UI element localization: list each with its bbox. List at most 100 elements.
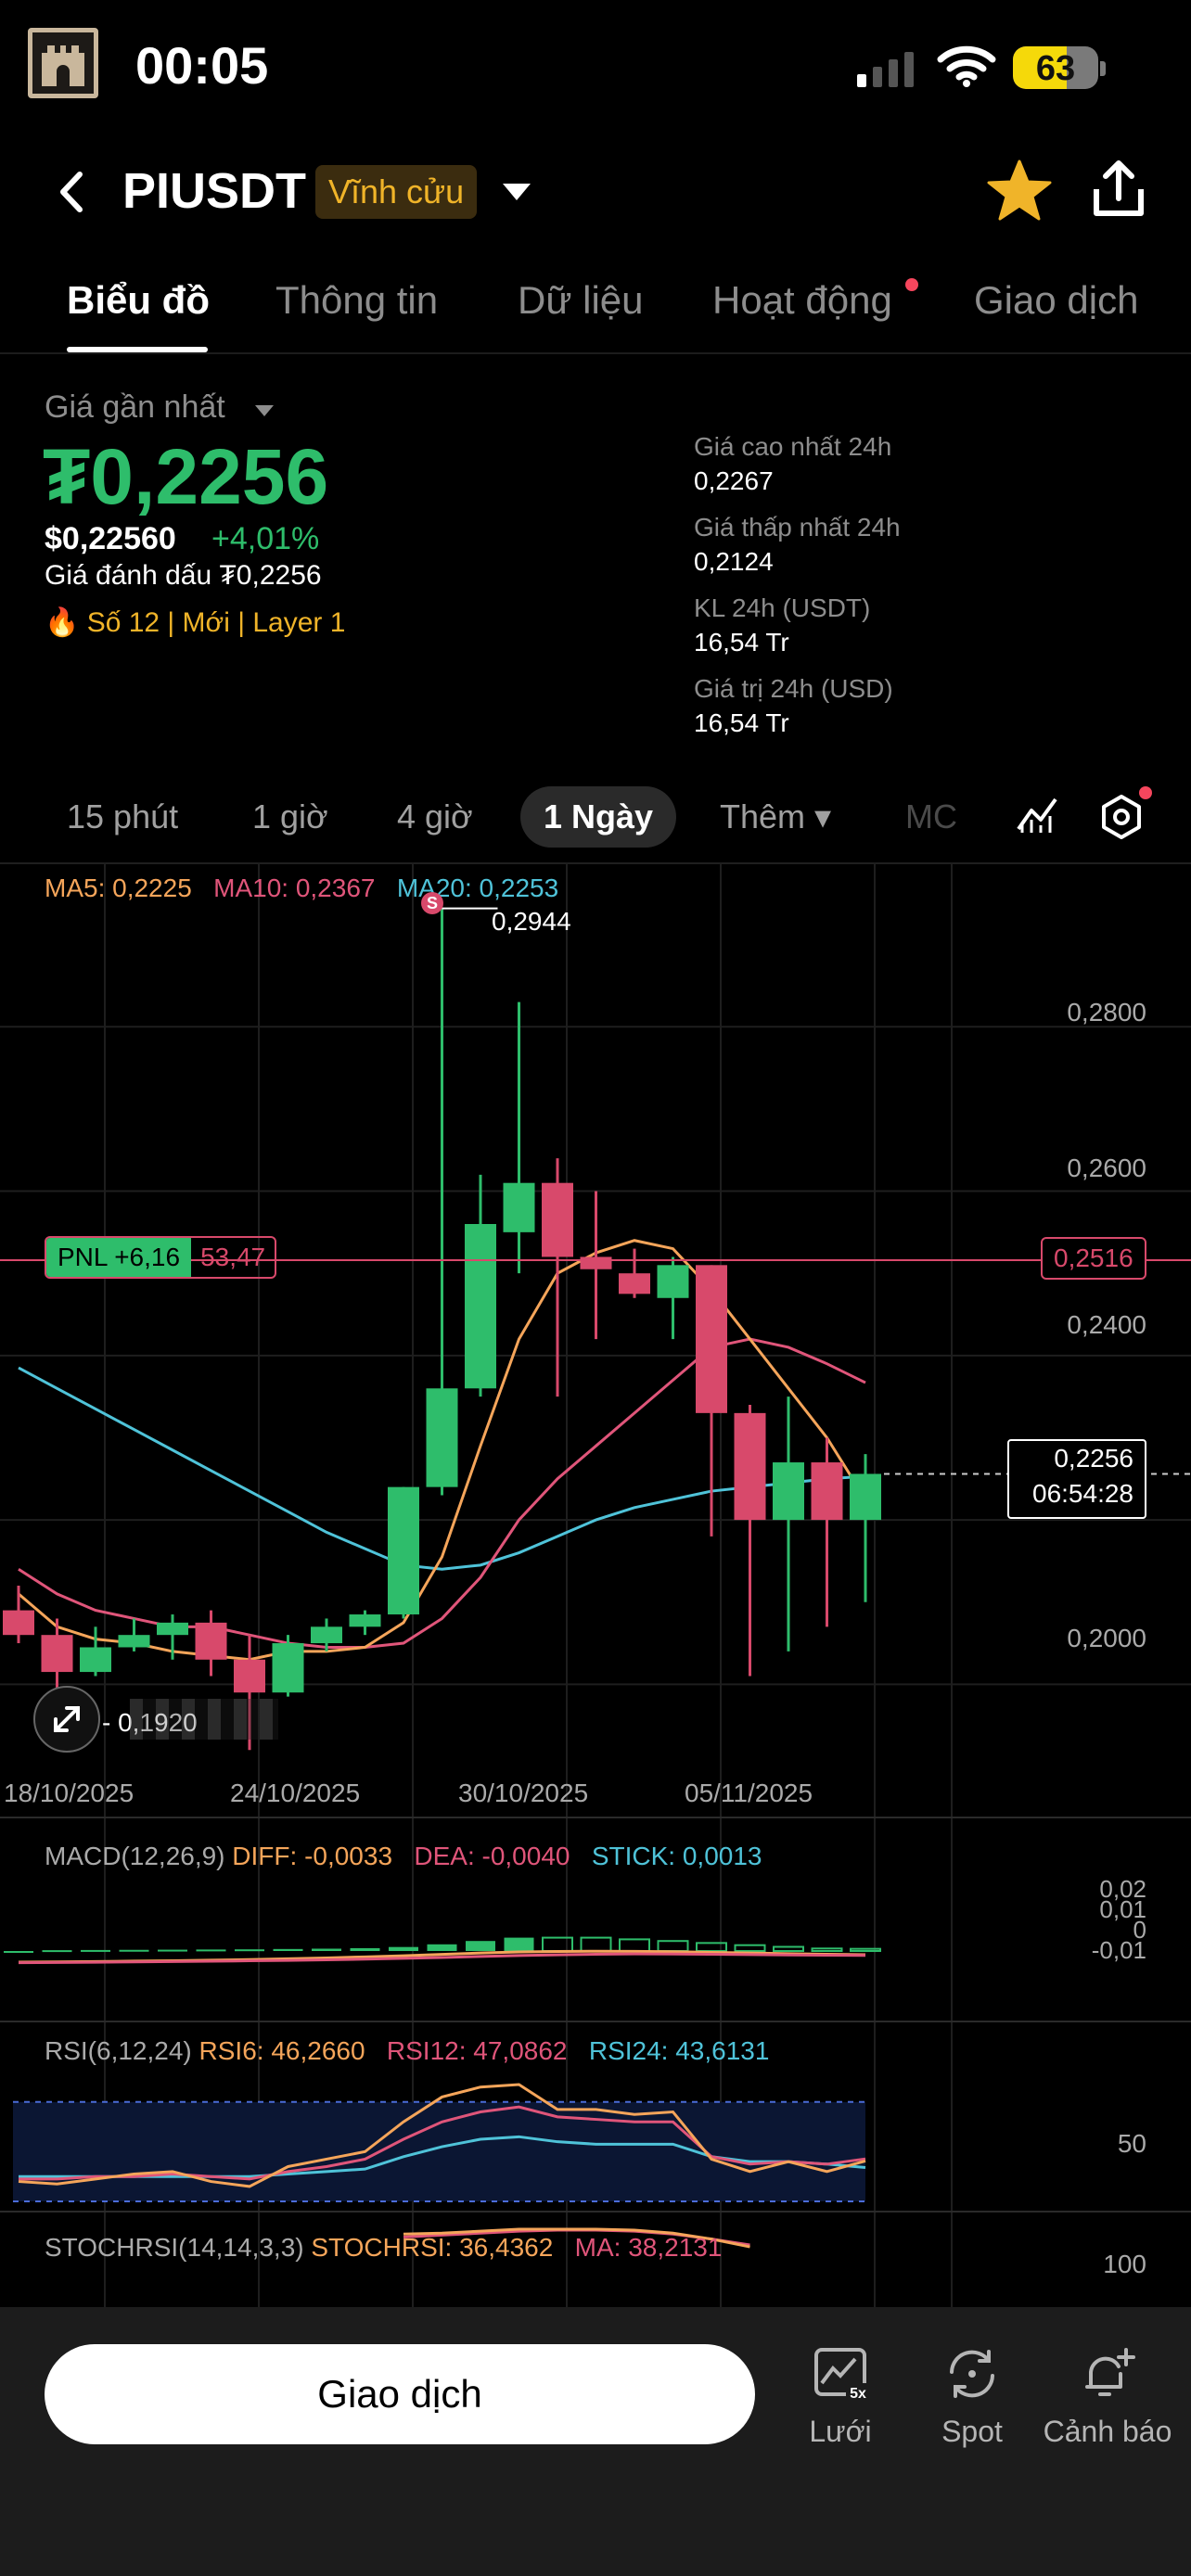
trade-button[interactable]: Giao dịch (45, 2344, 755, 2444)
tab-activity[interactable]: Hoạt động (712, 278, 892, 322)
contract-badge: Vĩnh cửu (315, 165, 478, 219)
stochrsi-value: STOCHRSI: 36,4362 (311, 2233, 554, 2262)
tab-chart[interactable]: Biểu đồ (67, 278, 210, 322)
candle-body (773, 1462, 804, 1521)
interval-more[interactable]: Thêm ▾ (720, 797, 832, 835)
current-price: 0,2256 (1054, 1444, 1133, 1473)
macd-bar (580, 1936, 612, 1953)
interval-1d[interactable]: 1 Ngày (544, 797, 654, 835)
divider (0, 352, 1191, 354)
grid-bot-icon: 5x (814, 2348, 870, 2402)
macd-bar (619, 1938, 650, 1952)
battery-level: 63 (1035, 49, 1076, 88)
macd-dea: DEA: -0,0040 (414, 1842, 570, 1870)
macd-bar (427, 1944, 457, 1951)
share-icon[interactable] (1091, 158, 1146, 223)
macd-bar (196, 1949, 226, 1952)
date-label: 30/10/2025 (458, 1779, 589, 1807)
candle-body (234, 1659, 265, 1693)
candle-body (157, 1622, 188, 1636)
tab-info[interactable]: Thông tin (275, 278, 439, 322)
tab-data[interactable]: Dữ liệu (518, 278, 644, 322)
macd-bar (350, 1947, 380, 1951)
tab-trade[interactable]: Giao dịch (974, 278, 1139, 322)
bell-plus-icon (1085, 2348, 1135, 2396)
candle-body (41, 1635, 73, 1673)
macd-axis: 0,02 0,01 0 -0,01 (1091, 1877, 1146, 1964)
stochrsi-title: STOCHRSI(14,14,3,3) (45, 2233, 304, 2262)
macd-bar (811, 1947, 843, 1953)
back-button[interactable] (54, 169, 91, 220)
ma10-legend: MA10: 0,2367 (213, 874, 376, 902)
battery-nub (1100, 61, 1106, 76)
candle-countdown: 06:54:28 (1032, 1479, 1133, 1508)
date-label: 05/11/2025 (685, 1779, 813, 1807)
macd-bar (773, 1945, 804, 1952)
alert-button[interactable]: Cảnh báo (1043, 2346, 1172, 2449)
candle-body (811, 1462, 843, 1521)
macd-bar (504, 1937, 534, 1951)
candle-body (850, 1473, 881, 1521)
app-logo (28, 28, 98, 98)
candle-body (349, 1614, 381, 1627)
expand-chart-button[interactable] (33, 1686, 100, 1753)
rsi6-value: RSI6: 46,2660 (198, 2036, 365, 2065)
grid-badge: 5x (850, 2386, 866, 2402)
pnl-tag[interactable]: PNL +6,16 53,47 (45, 1236, 277, 1279)
low-24h-value: 0,2124 (694, 547, 774, 576)
pair-dropdown-icon[interactable] (501, 182, 532, 207)
spot-button[interactable]: Spot (907, 2346, 1037, 2449)
stochrsi-axis-label: 100 (1103, 2250, 1146, 2278)
pair-title[interactable]: PIUSDT (122, 163, 307, 219)
macd-bar (4, 1951, 33, 1953)
macd-bar (273, 1948, 303, 1951)
macd-bar (466, 1941, 495, 1951)
rsi6-line (18, 2083, 866, 2188)
interval-15m[interactable]: 15 phút (67, 797, 179, 835)
macd-bar (389, 1946, 418, 1951)
sell-marker[interactable]: S (421, 892, 443, 914)
macd-diff: DIFF: -0,0033 (232, 1842, 393, 1870)
macd-bar (158, 1949, 187, 1952)
candle-body (388, 1486, 419, 1615)
coin-tags[interactable]: 🔥 Số 12 | Mới | Layer 1 (45, 607, 346, 638)
macd-axis-label: -0,01 (1091, 1936, 1146, 1964)
interval-overflow[interactable]: MC (905, 797, 957, 835)
divider (0, 862, 1191, 864)
macd-bar (312, 1948, 341, 1951)
rsi-band (13, 2101, 865, 2201)
high-24h-value: 0,2267 (694, 466, 774, 495)
low-marker-value: 0,1920 (118, 1708, 198, 1737)
date-label: 18/10/2025 (4, 1779, 134, 1807)
macd-title: MACD(12,26,9) (45, 1842, 225, 1870)
alert-label: Cảnh báo (1043, 2415, 1172, 2448)
macd-axis-label: 0,01 (1099, 1895, 1146, 1923)
chart-settings-icon[interactable] (1100, 794, 1143, 845)
candle-body (696, 1265, 727, 1413)
candle-body (426, 1388, 458, 1487)
candle-body (80, 1647, 111, 1673)
price-axis-label: 0,2800 (1067, 998, 1146, 1027)
favorite-star-icon[interactable] (987, 159, 1052, 225)
rsi24-value: RSI24: 43,6131 (588, 2036, 770, 2065)
candle-body (657, 1265, 689, 1298)
price-type-dropdown-icon[interactable] (254, 404, 275, 422)
signal-icon (855, 50, 918, 92)
last-price-label[interactable]: Giá gần nhất (45, 389, 225, 425)
macd-axis-label: 0 (1133, 1916, 1146, 1944)
pnl-label: PNL +6,16 (46, 1238, 192, 1277)
candle-body (465, 1224, 496, 1389)
price-chart[interactable] (0, 0, 1191, 2307)
low-marker: - 0,1920 (102, 1708, 198, 1737)
macd-bar (119, 1949, 149, 1952)
tab-active-indicator (67, 347, 208, 352)
rsi-title: RSI(6,12,24) (45, 2036, 192, 2065)
value-24h-label: Giá trị 24h (USD) (694, 674, 893, 703)
indicator-icon[interactable] (1015, 792, 1059, 841)
candle-body (118, 1635, 150, 1648)
interval-1h[interactable]: 1 giờ (252, 797, 328, 835)
interval-4h[interactable]: 4 giờ (397, 797, 473, 835)
grid-button[interactable]: 5x Lưới (775, 2346, 905, 2449)
battery-fill (1013, 46, 1067, 89)
high-24h-label: Giá cao nhất 24h (694, 432, 892, 461)
